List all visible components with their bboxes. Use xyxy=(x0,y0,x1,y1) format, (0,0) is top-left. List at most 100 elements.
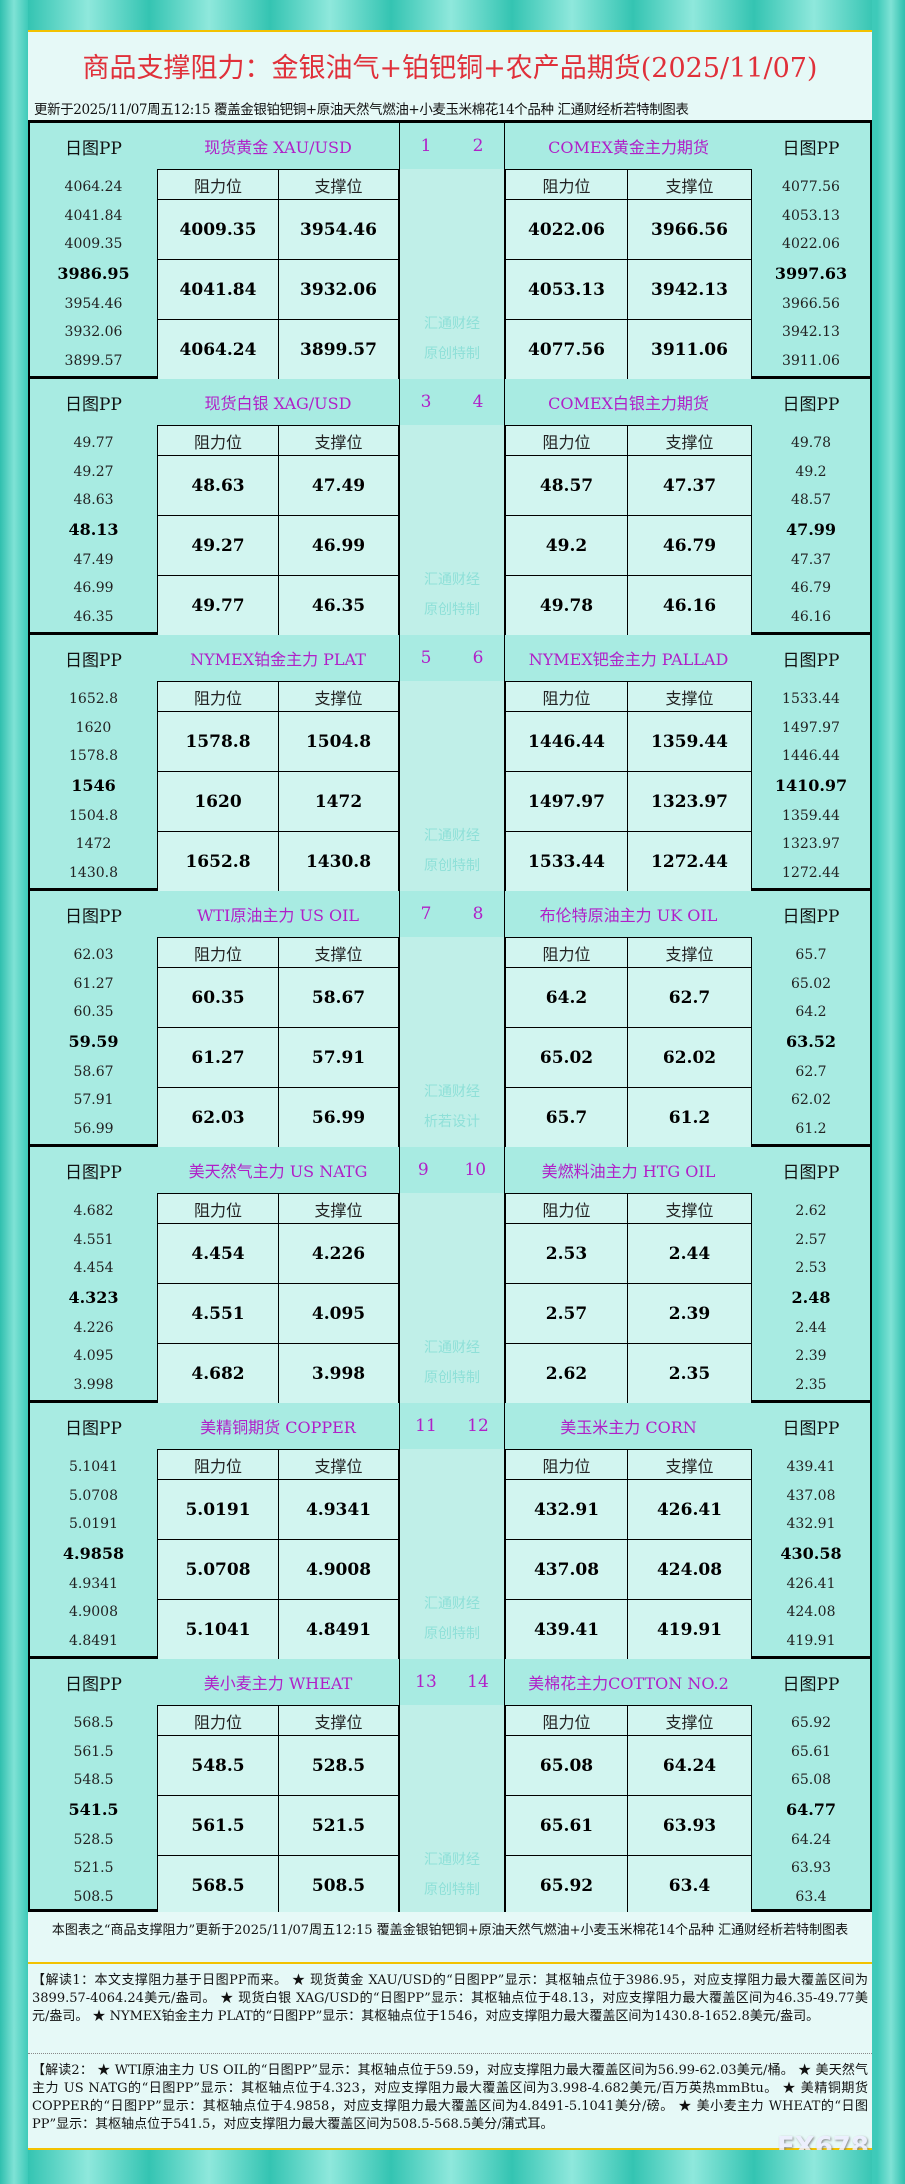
block-number: 4 xyxy=(472,392,484,412)
pp-level: 2.62 xyxy=(795,1203,827,1220)
watermark-text: 汇通财经 xyxy=(424,1084,480,1100)
resistance-value: 561.5 xyxy=(157,1795,278,1855)
center-watermark-column: 汇通财经 析若设计 xyxy=(399,937,505,1147)
resistance-value: 5.1041 xyxy=(157,1599,278,1659)
pp-levels-left: 1652.8 1620 1578.8 1546 1504.8 1472 1430.8 xyxy=(30,681,157,891)
footer: 本图表之“商品支撑阻力”更新于2025/11/07周五12:15 覆盖金银铂钯铜… xyxy=(28,1912,872,2150)
support-header: 支撑位 xyxy=(278,681,399,711)
center-watermark-column: 汇通财经 原创特制 xyxy=(399,1705,505,1915)
pp-level: 47.49 xyxy=(73,551,114,568)
pp-level: 508.5 xyxy=(73,1888,114,1905)
pp-levels-left: 62.03 61.27 60.35 59.59 58.67 57.91 56.99 xyxy=(30,937,157,1147)
instrument-name-right: 布伦特原油主力 UK OIL xyxy=(539,906,718,925)
pp-level: 2.53 xyxy=(795,1260,827,1277)
support-value: 46.16 xyxy=(627,575,752,635)
watermark-text: 原创特制 xyxy=(424,1626,480,1642)
resistance-value: 437.08 xyxy=(505,1539,627,1599)
commodity-block: 日图PP WTI原油主力 US OIL 7 8 布伦特原油主力 UK OIL 日图PP 62… xyxy=(30,888,870,1147)
pp-level: 65.02 xyxy=(790,975,832,992)
pivot-value: 47.99 xyxy=(785,520,837,540)
watermark-text: 汇通财经 xyxy=(424,1340,480,1356)
watermark-text: 原创特制 xyxy=(424,346,480,362)
pp-levels-left: 49.77 49.27 48.63 48.13 47.49 46.99 46.35 xyxy=(30,425,157,635)
pp-level: 528.5 xyxy=(73,1831,114,1848)
pp-levels-left: 568.5 561.5 548.5 541.5 528.5 521.5 508.5 xyxy=(30,1705,157,1915)
support-value: 3.998 xyxy=(278,1343,399,1403)
pp-level: 4.8491 xyxy=(69,1632,118,1649)
instrument-name-right: COMEX黄金主力期货 xyxy=(548,138,709,157)
commodity-block: 日图PP 美天然气主力 US NATG 9 10 美燃料油主力 HTG OIL 日图PP 4… xyxy=(30,1144,870,1403)
pp-level: 63.93 xyxy=(790,1860,832,1877)
resistance-value: 5.0708 xyxy=(157,1539,278,1599)
commodity-block: 日图PP 美精铜期货 COPPER 11 12 美玉米主力 CORN 日图PP 5.1041… xyxy=(30,1400,870,1659)
pp-label-left: 日图PP xyxy=(65,906,122,927)
support-value: 1472 xyxy=(278,771,399,831)
pp-label-left: 日图PP xyxy=(65,1162,122,1183)
support-value: 3966.56 xyxy=(627,199,752,259)
pp-level: 4041.84 xyxy=(64,207,123,224)
support-value: 64.24 xyxy=(627,1735,752,1795)
resistance-header: 阻力位 xyxy=(505,1705,627,1735)
resistance-value: 4.454 xyxy=(157,1223,278,1283)
resistance-value: 62.03 xyxy=(157,1087,278,1147)
block-number: 5 xyxy=(420,648,432,668)
block-number: 11 xyxy=(415,1416,437,1436)
pp-level: 3911.06 xyxy=(782,352,840,369)
instrument-name-right: COMEX白银主力期货 xyxy=(548,394,709,413)
pp-level: 4064.24 xyxy=(64,179,123,196)
pp-level: 2.57 xyxy=(795,1231,827,1248)
resistance-value: 2.62 xyxy=(505,1343,627,1403)
resistance-value: 48.63 xyxy=(157,455,278,515)
pp-level: 5.1041 xyxy=(69,1459,118,1476)
pp-label-left: 日图PP xyxy=(65,650,122,671)
resistance-value: 49.78 xyxy=(505,575,627,635)
resistance-header: 阻力位 xyxy=(157,1705,278,1735)
support-value: 1430.8 xyxy=(278,831,399,891)
pp-level: 1620 xyxy=(75,719,112,736)
pp-label-right: 日图PP xyxy=(782,1162,840,1183)
support-value: 419.91 xyxy=(627,1599,752,1659)
interpretation-1: 【解读1：本文支撑阻力基于日图PP而来。 ★ 现货黄金 XAU/USD的“日图P… xyxy=(28,1964,872,2054)
pp-levels-right: 1533.44 1497.97 1446.44 1410.97 1359.44 1323.… xyxy=(752,681,870,891)
resistance-value: 548.5 xyxy=(157,1735,278,1795)
resistance-value: 65.92 xyxy=(505,1855,627,1915)
resistance-value: 2.57 xyxy=(505,1283,627,1343)
pp-level: 56.99 xyxy=(73,1120,114,1137)
resistance-header: 阻力位 xyxy=(505,425,627,455)
resistance-header: 阻力位 xyxy=(505,681,627,711)
pp-level: 426.41 xyxy=(786,1575,836,1592)
block-number: 10 xyxy=(464,1160,487,1180)
pp-level: 65.08 xyxy=(790,1772,832,1789)
pivot-value: 541.5 xyxy=(68,1800,119,1820)
pp-level: 2.44 xyxy=(795,1319,827,1336)
support-value: 3942.13 xyxy=(627,259,752,319)
support-header: 支撑位 xyxy=(627,169,752,199)
pp-levels-right: 49.78 49.2 48.57 47.99 47.37 46.79 46.16 xyxy=(752,425,870,635)
resistance-value: 1652.8 xyxy=(157,831,278,891)
pp-levels-right: 439.41 437.08 432.91 430.58 426.41 424.08 419.… xyxy=(752,1449,870,1659)
pp-level: 419.91 xyxy=(786,1632,836,1649)
support-value: 57.91 xyxy=(278,1027,399,1087)
commodity-block: 日图PP 现货白银 XAG/USD 3 4 COMEX白银主力期货 日图PP 49.77 49… xyxy=(30,376,870,635)
pp-level: 62.7 xyxy=(795,1063,827,1080)
pp-label-right: 日图PP xyxy=(782,1674,840,1695)
instrument-name-left: 现货白银 XAG/USD xyxy=(204,394,352,413)
resistance-value: 4022.06 xyxy=(505,199,627,259)
pivot-value: 59.59 xyxy=(68,1032,119,1052)
block-numbers: 13 14 xyxy=(399,1659,505,1705)
watermark-text: 汇通财经 xyxy=(424,572,480,588)
pp-level: 1652.8 xyxy=(69,691,118,708)
support-value: 528.5 xyxy=(278,1735,399,1795)
support-value: 63.93 xyxy=(627,1795,752,1855)
pp-level: 4.226 xyxy=(73,1319,114,1336)
bottom-border xyxy=(28,2150,872,2184)
pp-level: 65.7 xyxy=(795,947,827,964)
pp-level: 46.35 xyxy=(73,608,114,625)
resistance-value: 60.35 xyxy=(157,967,278,1027)
pp-level: 60.35 xyxy=(73,1004,114,1021)
support-value: 4.9341 xyxy=(278,1479,399,1539)
center-watermark-column: 汇通财经 原创特制 xyxy=(399,1449,505,1659)
pp-label-right: 日图PP xyxy=(782,906,840,927)
pp-level: 47.37 xyxy=(790,551,832,568)
